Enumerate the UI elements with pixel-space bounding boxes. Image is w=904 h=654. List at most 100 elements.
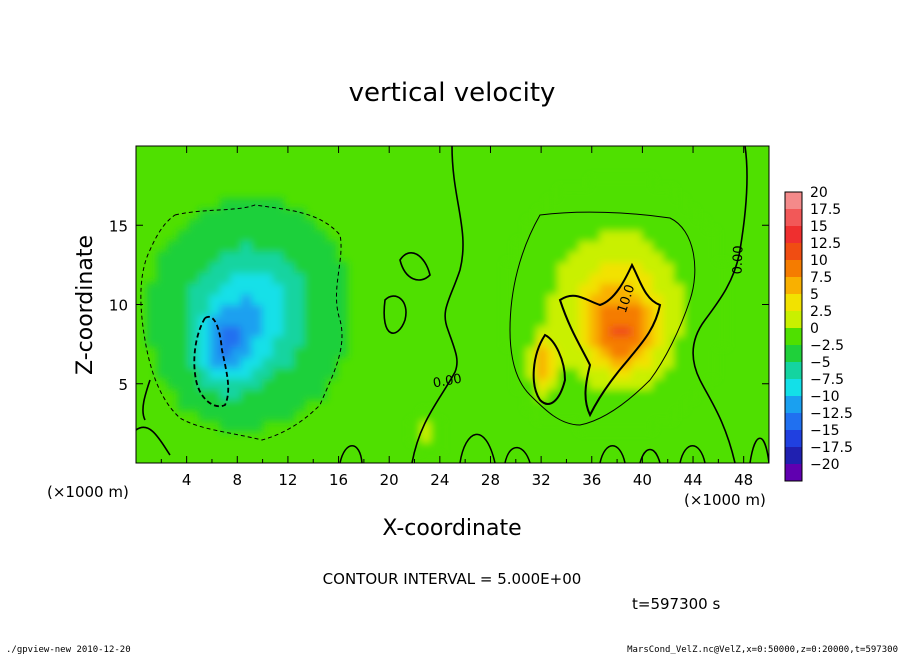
field-cell [652,293,664,305]
field-cell [251,230,264,242]
field-cell [219,377,232,390]
field-cell [610,272,622,284]
field-cell [557,251,570,263]
field-cell [188,399,200,411]
field-cell [599,230,612,242]
field-cell [304,261,316,274]
field-cell [536,367,548,379]
field-cell [684,325,696,337]
field-cell [272,356,285,369]
field-cell [219,240,232,253]
field-cell [209,272,221,284]
field-cell [209,240,221,253]
field-cell [546,230,559,242]
field-cell [314,335,327,348]
field-cell [568,261,580,274]
field-cell [262,325,274,337]
field-cell [177,335,190,348]
field-cell [673,377,686,390]
field-cell [599,325,612,337]
field-cell [705,272,717,284]
field-cell [251,314,264,327]
field-cell [641,409,654,422]
field-cell [262,208,274,221]
field-cell [652,325,664,337]
field-cell [314,367,327,379]
colorbar-label: 7.5 [810,270,832,286]
field-cell [546,304,559,316]
field-cell [198,335,211,348]
field-cell [673,325,686,337]
field-cell [293,399,306,411]
field-cell [536,219,548,232]
field-cell [599,314,612,327]
field-cell [578,304,591,316]
field-cell [652,187,664,200]
field-cell [177,325,190,337]
field-cell [546,377,559,390]
field-cell [589,282,601,295]
field-cell [536,261,548,274]
field-cell [694,335,707,348]
field-cell [241,240,253,253]
field-cell [525,219,538,232]
field-cell [525,261,538,274]
field-cell [230,420,242,432]
colorbar-frame [784,191,803,482]
field-cell [684,219,696,232]
field-cell [546,399,559,411]
field-cell [631,240,643,253]
field-cell [546,282,559,295]
field-cell [546,272,559,284]
field-cell [241,208,253,221]
field-cell [589,261,601,274]
field-cell [283,240,295,253]
field-cell [631,377,643,390]
field-cell [262,335,274,348]
colorbar-label: −2.5 [810,338,844,354]
field-cell [568,346,580,358]
colorbar: 2017.51512.5107.552.50−2.5−5−7.5−10−12.5… [784,185,853,482]
field-cell [430,430,443,443]
field-cell [568,367,580,379]
field-cell [230,335,242,348]
field-cell [515,304,527,316]
field-cell [167,356,179,369]
field-cell [673,208,686,221]
field-cell [251,282,264,295]
field-cell [673,282,686,295]
field-cell [589,388,601,401]
field-cell [673,304,686,316]
field-cell [684,377,696,390]
field-cell [219,304,232,316]
field-cell [188,388,200,401]
field-cell [251,325,264,337]
field-cell [641,219,654,232]
field-cell [304,335,316,348]
field-cell [705,346,717,358]
x-tick-label: 8 [233,471,243,489]
field-cell [293,272,306,284]
field-cell [631,219,643,232]
field-cell [262,261,274,274]
field-cell [272,208,285,221]
field-cell [599,304,612,316]
field-cell [198,304,211,316]
field-cell [156,367,169,379]
field-cell [525,251,538,263]
field-cell [188,304,200,316]
field-cell [568,219,580,232]
field-cell [293,367,306,379]
field-cell [546,219,559,232]
field-cell [610,240,622,253]
field-cell [325,272,337,284]
field-cell [241,325,253,337]
field-cell [546,293,559,305]
field-cell [684,230,696,242]
field-cell [673,198,686,210]
field-cell [177,293,190,305]
contour-neg-inner [193,315,230,408]
field-cell [177,272,190,284]
field-cell [219,346,232,358]
field-cell [705,367,717,379]
